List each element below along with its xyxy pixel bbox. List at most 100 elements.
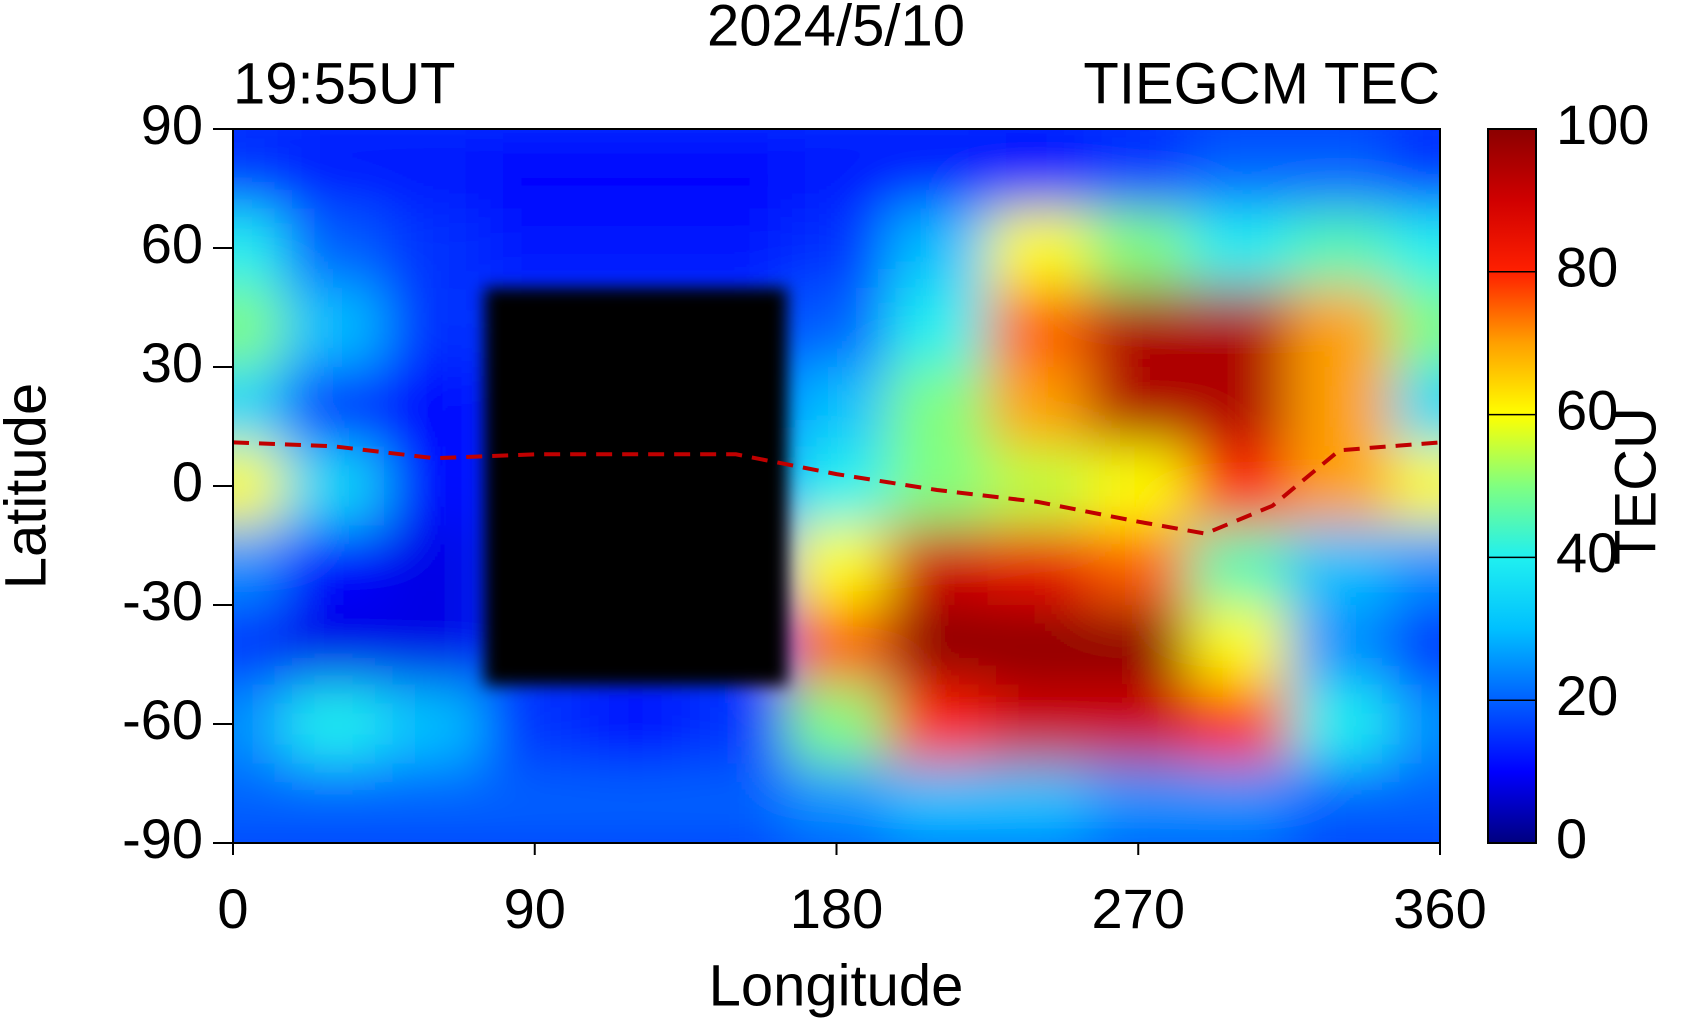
heatmap-cell: [987, 446, 1089, 527]
subtitle-left: 19:55UT: [233, 51, 455, 116]
heatmap-cell: [283, 208, 385, 289]
no-data-cell: [585, 605, 687, 686]
heatmap-cell: [987, 367, 1089, 448]
heatmap-cell: [685, 129, 788, 210]
heatmap-cell: [484, 763, 587, 843]
heatmap-cell: [283, 605, 385, 686]
no-data-cell: [484, 446, 587, 527]
heatmap-cell: [685, 763, 788, 843]
y-tick-label: 0: [172, 450, 203, 513]
heatmap-cell: [233, 129, 285, 210]
heatmap-cell: [233, 367, 285, 448]
no-data-cell: [685, 525, 788, 606]
heatmap-cell: [786, 763, 888, 843]
heatmap-cell: [886, 208, 989, 289]
heatmap-cell: [886, 525, 989, 606]
colorbar: [1487, 128, 1537, 844]
heatmap-cell: [383, 525, 486, 606]
heatmap-cell: [1289, 763, 1391, 843]
x-tick-label: 360: [1393, 877, 1486, 940]
heatmap-cell: [786, 605, 888, 686]
heatmap-cell: [1087, 684, 1190, 765]
x-tick-label: 180: [790, 877, 883, 940]
no-data-cell: [685, 367, 788, 448]
heatmap-cell: [383, 129, 486, 210]
colorbar-tick-label: 60: [1556, 378, 1618, 441]
heatmap-cells: [233, 129, 1440, 843]
heatmap-cell: [1188, 287, 1291, 368]
heatmap-cell: [786, 367, 888, 448]
heatmap-cell: [484, 208, 587, 289]
no-data-cell: [484, 605, 587, 686]
heatmap-cell: [283, 129, 385, 210]
heatmap-cell: [987, 684, 1089, 765]
heatmap-cell: [585, 129, 687, 210]
heatmap-cell: [585, 208, 687, 289]
no-data-cell: [484, 287, 587, 368]
heatmap-cell: [1289, 525, 1391, 606]
heatmap-cell: [886, 446, 989, 527]
heatmap-cell: [1087, 446, 1190, 527]
heatmap-cell: [1289, 287, 1391, 368]
no-data-cell: [685, 446, 788, 527]
heatmap-cell-wrap: [1389, 605, 1440, 686]
heatmap-cell: [886, 605, 989, 686]
heatmap-cell-wrap: [1389, 763, 1440, 843]
heatmap-cell: [233, 208, 285, 289]
overlay-lines: [233, 440, 1440, 536]
heatmap-cell: [1188, 129, 1291, 210]
no-data-cell: [685, 605, 788, 686]
colorbar-tick-label: 80: [1556, 236, 1618, 299]
heatmap-cell: [886, 763, 989, 843]
no-data-cell: [585, 287, 687, 368]
heatmap-cell: [233, 605, 285, 686]
heatmap-cell: [786, 287, 888, 368]
heatmap-cell: [1087, 208, 1190, 289]
colorbar-label: TECU: [1603, 407, 1668, 565]
heatmap-cell: [1188, 208, 1291, 289]
heatmap: [233, 129, 1440, 843]
no-data-cell: [484, 367, 587, 448]
heatmap-cell: [1289, 605, 1391, 686]
heatmap-cell: [1289, 367, 1391, 448]
heatmap-cell: [283, 367, 385, 448]
heatmap-cell: [233, 525, 285, 606]
heatmap-cell: [383, 684, 486, 765]
heatmap-cell: [1188, 446, 1291, 527]
no-data-cell: [585, 525, 687, 606]
heatmap-cell: [233, 684, 285, 765]
heatmap-cell: [886, 367, 989, 448]
heatmap-cell-wrap: [1389, 684, 1440, 765]
heatmap-cell: [233, 287, 285, 368]
heatmap-cell: [1289, 129, 1391, 210]
no-data-cell: [585, 367, 687, 448]
colorbar-tick-label: 20: [1556, 664, 1618, 727]
x-tick-label: 270: [1092, 877, 1185, 940]
heatmap-cell: [987, 605, 1089, 686]
heatmap-cell-wrap: [1389, 367, 1440, 448]
colorbar-tick-label: 0: [1556, 807, 1587, 870]
heatmap-cell: [484, 684, 587, 765]
heatmap-cell: [886, 129, 989, 210]
y-tick-label: -30: [122, 569, 203, 632]
heatmap-cell: [383, 287, 486, 368]
x-tick-label: 0: [217, 877, 248, 940]
heatmap-cell: [987, 287, 1089, 368]
heatmap-cell: [1087, 287, 1190, 368]
heatmap-cell: [685, 208, 788, 289]
heatmap-cell: [987, 763, 1089, 843]
heatmap-cell: [1087, 763, 1190, 843]
no-data-cell: [484, 525, 587, 606]
no-data-cell: [585, 446, 687, 527]
heatmap-cell: [786, 208, 888, 289]
heatmap-cell: [1087, 605, 1190, 686]
chart-title: 2024/5/10: [707, 0, 965, 58]
y-tick-label: 90: [141, 93, 203, 156]
heatmap-cell: [1188, 605, 1291, 686]
x-axis-label: Longitude: [709, 953, 964, 1018]
heatmap-cell: [585, 763, 687, 843]
y-tick-label: -90: [122, 807, 203, 870]
heatmap-cell: [283, 525, 385, 606]
x-tick-label: 90: [504, 877, 566, 940]
